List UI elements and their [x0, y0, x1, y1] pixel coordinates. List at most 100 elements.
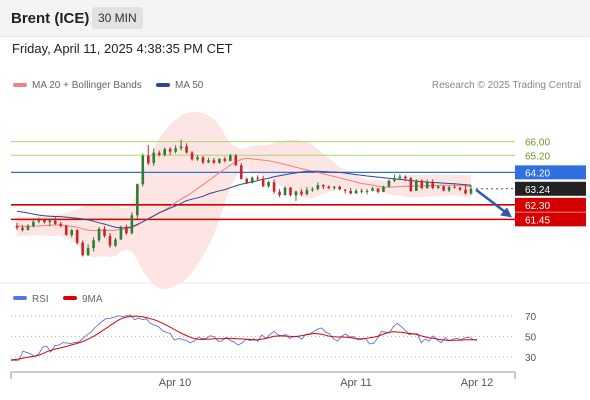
candle-body [15, 225, 19, 228]
candle-body [300, 191, 303, 195]
projection-arrow-head [500, 207, 512, 218]
rsi-legend-label: RSI [32, 294, 49, 305]
candle-body [37, 219, 41, 222]
candle-body [349, 190, 352, 194]
candle-body [136, 184, 139, 216]
rsi-tick-50: 50 [525, 332, 537, 343]
candle-body [168, 148, 172, 152]
candle-body [376, 188, 380, 192]
candle-body [393, 178, 396, 181]
candle-body [163, 148, 166, 155]
candle-body [327, 186, 331, 188]
level-label-65.20: 65.20 [525, 151, 550, 162]
ma20-line [17, 157, 472, 232]
candle-body [207, 160, 210, 163]
candle-body [43, 219, 46, 223]
candle-body [190, 152, 194, 160]
rsi-tick-30: 30 [525, 353, 537, 364]
candle-body [108, 235, 112, 246]
candle-body [201, 157, 205, 163]
datetime-label: Friday, April 11, 2025 4:38:35 PM CET [12, 41, 233, 56]
candle-body [92, 240, 95, 249]
candle-body [283, 187, 287, 196]
candle-body [458, 187, 462, 190]
rsi-line [11, 314, 478, 361]
candle-body [234, 155, 238, 166]
candle-body [26, 225, 30, 231]
candle-body [469, 188, 473, 194]
candle-body [398, 176, 402, 179]
legend-ma50-label: MA 50 [175, 80, 204, 91]
candle-body [174, 148, 177, 152]
candle-body [218, 158, 221, 163]
candle-body [86, 248, 90, 256]
candle-body [256, 177, 259, 179]
candle-body [223, 158, 227, 161]
candle-body [311, 189, 314, 191]
top-bar: Brent (ICE) 30 MIN [0, 0, 590, 37]
level-tag-61.45 [515, 212, 586, 227]
candle-body [261, 178, 265, 187]
candle-body [229, 155, 232, 161]
candle-body [278, 191, 281, 196]
x-axis-label: Apr 11 [340, 377, 372, 389]
candle-body [119, 226, 123, 240]
x-axis-label: Apr 10 [159, 377, 191, 389]
candle-body [114, 239, 117, 246]
candle-body [125, 226, 128, 234]
level-tag-63.24 [515, 181, 586, 196]
candle-body [179, 146, 183, 149]
candle-body [409, 178, 413, 191]
candle-body [360, 190, 363, 192]
timeframe-badge[interactable]: 30 MIN [92, 7, 143, 29]
ma9-legend-swatch [63, 296, 77, 300]
x-axis-label: Apr 12 [461, 377, 493, 389]
candle-body [431, 182, 435, 189]
candle-body [343, 189, 347, 191]
candle-body [81, 242, 84, 256]
candle-body [250, 177, 254, 183]
candle-body [371, 188, 374, 191]
candle-body [453, 187, 456, 189]
candle-body [152, 152, 156, 164]
candle-body [332, 186, 336, 188]
candle-body [420, 180, 424, 189]
candle-body [387, 180, 391, 187]
candle-body [365, 190, 369, 192]
rsi-tick-70: 70 [525, 312, 537, 323]
candle-body [21, 227, 24, 231]
candle-body [196, 157, 199, 160]
candle-body [404, 176, 407, 179]
legend-ma20-label: MA 20 + Bollinger Bands [32, 80, 142, 91]
level-label-64.20: 64.20 [525, 168, 550, 179]
candle-body [272, 182, 276, 192]
candle-body [245, 178, 249, 183]
candle-body [146, 155, 150, 164]
level-label-62.30: 62.30 [525, 201, 550, 212]
candle-body [185, 146, 188, 153]
copyright-label: Research © 2025 Trading Central [431, 80, 581, 91]
candle-body [70, 230, 73, 236]
level-tag-64.20 [515, 165, 586, 180]
level-label-61.45: 61.45 [525, 215, 550, 226]
candle-body [316, 185, 320, 190]
legend-ma50: MA 50 [156, 80, 203, 91]
candle-body [48, 220, 52, 223]
candle-body [425, 182, 429, 189]
candle-body [447, 187, 451, 191]
candle-body [75, 230, 79, 243]
level-label-63.24: 63.24 [525, 185, 550, 196]
candle-body [97, 228, 101, 241]
level-label-66.00: 66.00 [525, 138, 550, 149]
candle-body [289, 187, 292, 196]
bollinger-band-area [17, 112, 471, 290]
candle-body [436, 186, 440, 189]
ma50-swatch [156, 83, 170, 88]
candle-body [464, 189, 467, 194]
candle-body [239, 165, 243, 179]
candle-body [305, 190, 309, 195]
projection-arrow-shaft [475, 188, 508, 215]
candle-body [59, 223, 63, 226]
candle-body [294, 191, 298, 196]
